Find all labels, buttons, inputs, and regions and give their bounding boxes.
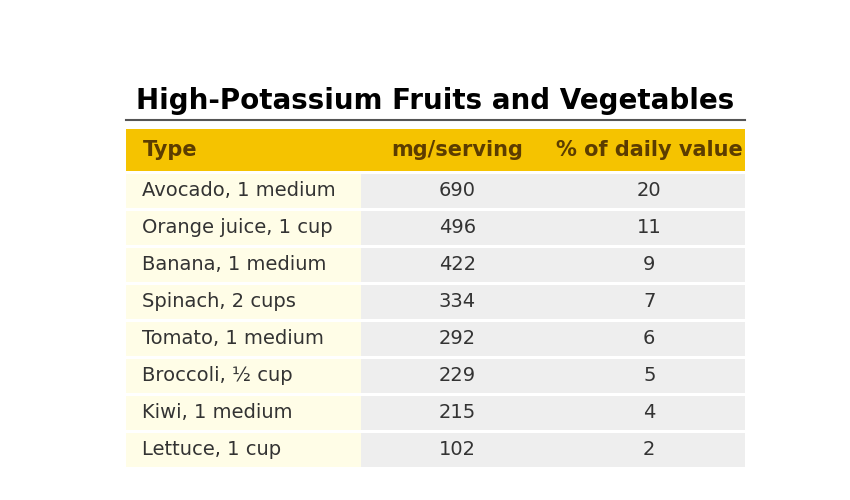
FancyBboxPatch shape: [553, 396, 745, 430]
Text: 422: 422: [439, 256, 476, 274]
FancyBboxPatch shape: [553, 359, 745, 392]
Text: Spinach, 2 cups: Spinach, 2 cups: [143, 292, 297, 312]
Text: 292: 292: [439, 329, 476, 348]
FancyBboxPatch shape: [361, 432, 553, 466]
Text: 215: 215: [439, 403, 476, 422]
Text: 690: 690: [439, 182, 476, 201]
Text: Tomato, 1 medium: Tomato, 1 medium: [143, 329, 325, 348]
Text: 6: 6: [643, 329, 655, 348]
Text: 7: 7: [643, 292, 655, 312]
FancyBboxPatch shape: [126, 130, 361, 171]
FancyBboxPatch shape: [361, 359, 553, 392]
FancyBboxPatch shape: [361, 285, 553, 318]
Text: Kiwi, 1 medium: Kiwi, 1 medium: [143, 403, 293, 422]
FancyBboxPatch shape: [126, 248, 361, 282]
FancyBboxPatch shape: [361, 396, 553, 430]
Text: 229: 229: [439, 366, 476, 385]
FancyBboxPatch shape: [553, 248, 745, 282]
Text: 5: 5: [643, 366, 655, 385]
FancyBboxPatch shape: [126, 285, 361, 318]
Text: 11: 11: [637, 218, 661, 238]
Text: Lettuce, 1 cup: Lettuce, 1 cup: [143, 440, 281, 459]
Text: Broccoli, ½ cup: Broccoli, ½ cup: [143, 366, 293, 385]
FancyBboxPatch shape: [553, 130, 745, 171]
FancyBboxPatch shape: [553, 211, 745, 245]
FancyBboxPatch shape: [361, 248, 553, 282]
FancyBboxPatch shape: [126, 174, 361, 208]
FancyBboxPatch shape: [361, 174, 553, 208]
FancyBboxPatch shape: [553, 285, 745, 318]
Text: 2: 2: [643, 440, 655, 459]
Text: Avocado, 1 medium: Avocado, 1 medium: [143, 182, 336, 201]
Text: 9: 9: [643, 256, 655, 274]
Text: 102: 102: [439, 440, 476, 459]
FancyBboxPatch shape: [126, 396, 361, 430]
Text: High-Potassium Fruits and Vegetables: High-Potassium Fruits and Vegetables: [137, 87, 734, 115]
FancyBboxPatch shape: [126, 359, 361, 392]
Text: Banana, 1 medium: Banana, 1 medium: [143, 256, 327, 274]
FancyBboxPatch shape: [553, 322, 745, 356]
FancyBboxPatch shape: [361, 322, 553, 356]
Text: 334: 334: [439, 292, 476, 312]
FancyBboxPatch shape: [553, 432, 745, 466]
Text: % of daily value: % of daily value: [556, 140, 743, 160]
Text: Type: Type: [143, 140, 197, 160]
FancyBboxPatch shape: [361, 211, 553, 245]
FancyBboxPatch shape: [126, 211, 361, 245]
FancyBboxPatch shape: [126, 322, 361, 356]
Text: 4: 4: [643, 403, 655, 422]
Text: mg/serving: mg/serving: [391, 140, 524, 160]
FancyBboxPatch shape: [553, 174, 745, 208]
FancyBboxPatch shape: [126, 432, 361, 466]
Text: 496: 496: [439, 218, 476, 238]
Text: Orange juice, 1 cup: Orange juice, 1 cup: [143, 218, 333, 238]
Text: 20: 20: [637, 182, 661, 201]
FancyBboxPatch shape: [361, 130, 553, 171]
